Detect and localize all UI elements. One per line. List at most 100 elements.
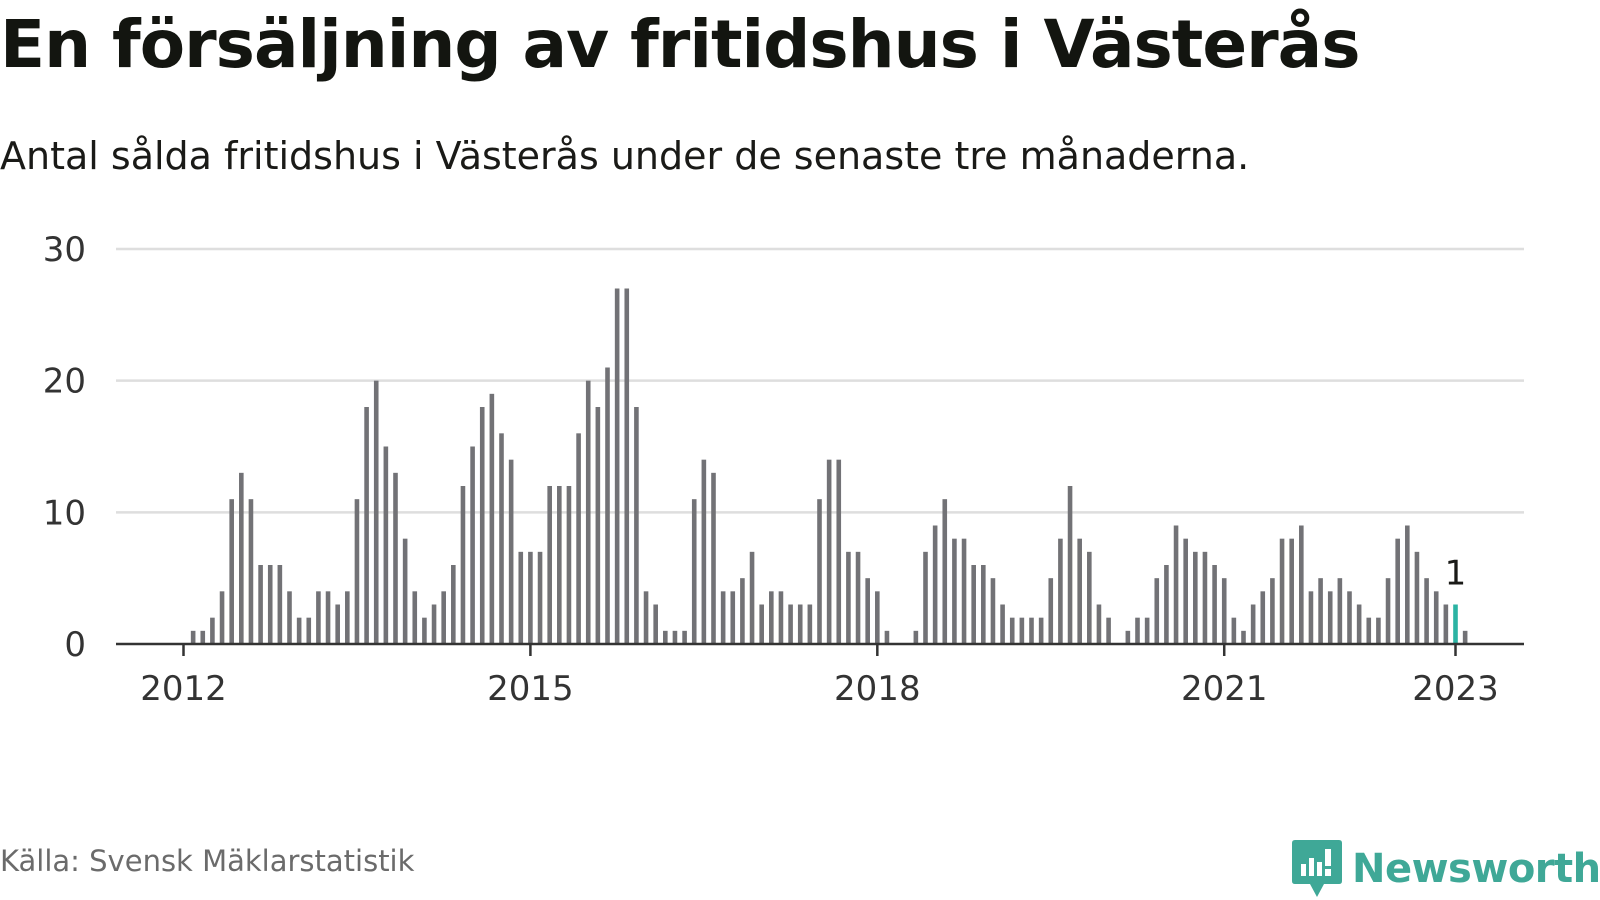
bar: [614, 288, 620, 644]
bar: [846, 551, 851, 644]
y-tick-label: 0: [64, 625, 86, 665]
bar: [470, 446, 475, 644]
bar: [518, 551, 524, 644]
bar: [634, 407, 639, 644]
bar: [316, 591, 321, 644]
bar: [1414, 551, 1420, 644]
bar: [1164, 565, 1169, 644]
bar: [836, 459, 842, 644]
bar: [267, 565, 273, 644]
bar: [258, 565, 263, 644]
bar: [200, 630, 206, 644]
bar: [1299, 525, 1304, 644]
bar: [1000, 604, 1005, 644]
bar: [460, 486, 466, 644]
bar: [663, 630, 668, 644]
bar: [528, 551, 533, 644]
bar: [1250, 604, 1256, 644]
bar: [229, 499, 234, 644]
bar: [479, 407, 485, 644]
bar: [855, 551, 861, 644]
bar: [1193, 551, 1198, 644]
x-tick-label: 2018: [834, 669, 921, 709]
bar: [701, 459, 707, 644]
bar: [971, 565, 976, 644]
bar: [1376, 617, 1381, 644]
bar: [1433, 591, 1439, 644]
bar: [865, 578, 870, 644]
bar: [624, 288, 630, 644]
bar: [1087, 551, 1092, 644]
bar: [1029, 617, 1034, 644]
bar: [1260, 591, 1266, 644]
brand-logo: Newsworthy: [1292, 840, 1600, 898]
bar: [730, 591, 736, 644]
bar: [499, 433, 504, 644]
bar: [1462, 630, 1468, 644]
highlighted-bar: [1453, 604, 1458, 644]
bar: [913, 630, 919, 644]
bar: [672, 630, 678, 644]
bar: [932, 525, 938, 644]
bar: [566, 486, 572, 644]
bar: [778, 591, 784, 644]
bar: [451, 565, 456, 644]
bar: [990, 578, 996, 644]
bar: [1183, 538, 1188, 644]
bar: [1308, 591, 1314, 644]
bar: [1221, 578, 1227, 644]
bar: [1096, 604, 1102, 644]
x-tick-label: 2021: [1181, 669, 1268, 709]
bar: [489, 393, 495, 644]
bar: [1424, 578, 1429, 644]
bar: [1241, 630, 1246, 644]
bar: [1038, 617, 1044, 644]
x-tick-label: 2023: [1412, 669, 1499, 709]
bar: [1019, 617, 1025, 644]
bar: [1405, 525, 1410, 644]
bar: [1135, 617, 1140, 644]
bar: [797, 604, 803, 644]
bar: [373, 380, 379, 644]
bar: [1289, 538, 1294, 644]
bar: [325, 591, 331, 644]
bar: [354, 499, 360, 644]
bar: [720, 591, 726, 644]
bar: [981, 565, 986, 644]
bar: [1125, 630, 1131, 644]
brand-name: Newsworthy: [1352, 846, 1600, 892]
bar: [547, 486, 552, 644]
bar: [248, 499, 254, 644]
bar: [1077, 538, 1082, 644]
bar: [759, 604, 764, 644]
bar: [364, 407, 369, 644]
bar: [1270, 578, 1275, 644]
chart-title: En försäljning av fritidshus i Västerås: [0, 6, 1360, 83]
bar: [1231, 617, 1237, 644]
bar-chart: 0 10 20 30 2012 2015 2018 2021 2023 1: [43, 230, 1524, 709]
bar: [383, 446, 389, 644]
bar: [1154, 578, 1160, 644]
bar: [1347, 591, 1352, 644]
bar: [807, 604, 813, 644]
bar: [826, 459, 832, 644]
x-tick-label: 2015: [487, 669, 574, 709]
bar: [1279, 538, 1285, 644]
bar: [1318, 578, 1323, 644]
y-tick-label: 10: [43, 493, 86, 533]
bar: [219, 591, 225, 644]
newsworthy-logo-icon: [1292, 840, 1342, 897]
bar: [557, 486, 562, 644]
y-tick-label: 30: [43, 230, 86, 270]
bar: [306, 617, 312, 644]
bar: [287, 591, 292, 644]
bar: [441, 591, 446, 644]
annotation-label: 1: [1445, 554, 1467, 594]
bar: [961, 538, 967, 644]
bar: [653, 604, 658, 644]
x-tick-label: 2012: [140, 669, 227, 709]
bar: [740, 578, 745, 644]
bar: [682, 630, 687, 644]
chart-subtitle: Antal sålda fritidshus i Västerås under …: [0, 134, 1250, 178]
bar: [508, 459, 514, 644]
